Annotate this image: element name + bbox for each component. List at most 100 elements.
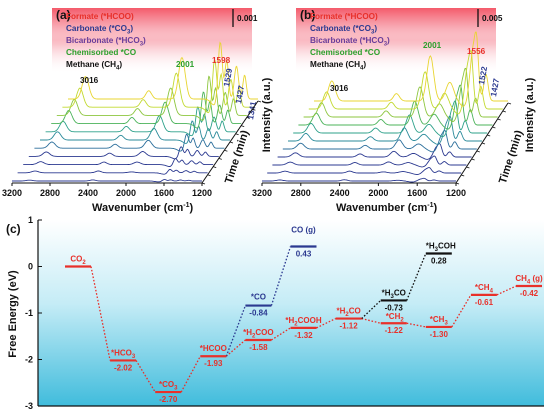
legend-entry: Methane (CH4) (310, 60, 366, 72)
state-label-co_ads: *CO (251, 293, 266, 302)
x-tick-label: 1200 (446, 188, 466, 198)
time-tick-mark (466, 166, 470, 169)
x-tick-label: 3200 (252, 188, 272, 198)
peak-label: 1522 (477, 65, 489, 85)
legend-entry: Carbonate (*CO3) (310, 24, 377, 36)
spectrum-a-3 (23, 158, 214, 167)
x-tick-label: 2000 (116, 188, 136, 198)
spectrum-a-10 (62, 58, 253, 114)
state-ch4: *CH4 -0.61 (470, 283, 497, 307)
spectrum-b-1 (262, 177, 456, 183)
state-hcoo: *HCOO -1.93 (200, 344, 227, 368)
spectrum-a-2 (17, 169, 208, 175)
panel-b: (b) Formate (*HCOO) Carbonate (*CO3)Bicar… (252, 8, 536, 214)
state-value-hcoo: -1.93 (204, 359, 223, 368)
time-tick-mark (507, 102, 512, 105)
spectrum-b-6 (288, 115, 482, 145)
legend-highlight-a (52, 8, 252, 40)
spectrum-b-7 (293, 100, 488, 138)
spectrum-a-9 (56, 75, 247, 121)
panel-label-c: (c) (6, 222, 21, 236)
x-tick-label: 2400 (330, 188, 350, 198)
time-tick-mark (497, 118, 501, 121)
y-axis-label-a: Intensity (a.u.) (261, 77, 273, 152)
time-tick-mark (229, 141, 234, 144)
legend-entry: Formate (*HCOO) (66, 12, 134, 21)
time-tick-mark (257, 100, 262, 103)
spectra-a (12, 41, 258, 183)
y-tick-label: 1 (28, 215, 33, 225)
peak-label: 3016 (330, 84, 349, 93)
spectrum-b-11 (314, 31, 508, 107)
time-tick-mark (481, 142, 486, 145)
state-label-ch2: *CH2 (386, 312, 405, 324)
time-tick-mark (487, 134, 491, 137)
x-axis-b: 3200 2800 2400 2000 1600 1200 (252, 102, 512, 198)
state-h2cooh: *H2COOH -1.32 (285, 316, 321, 340)
state-label-co2: CO2 (70, 255, 86, 267)
time-tick-mark (502, 110, 506, 113)
legend-entry: Chemisorbed *CO (310, 48, 381, 57)
peak-label: 1529 (222, 67, 234, 87)
x-tick-label: 2800 (291, 188, 311, 198)
spectrum-a-8 (51, 91, 242, 129)
spectrum-b-8 (298, 84, 493, 130)
x-axis-label-a: Wavenumber (cm-1) (92, 202, 194, 214)
state-co_g: CO (g) 0.43 (290, 226, 317, 259)
y-ticks-c: 1 0 -1 -2 -3 (25, 215, 42, 411)
state-value-co3: -2.70 (159, 395, 178, 404)
connection-hcoo-h2coo (225, 339, 246, 357)
y-axis-label-c: Free Energy (eV) (7, 270, 19, 358)
scale-bar-b: 0.005 (477, 9, 503, 27)
x-axis-label-b: Wavenumber (cm-1) (336, 202, 438, 214)
connections-c (90, 246, 517, 393)
state-label-co3: *CO3 (159, 380, 178, 392)
spectrum-b-9 (303, 67, 498, 122)
state-value-h3coh: 0.28 (431, 256, 447, 265)
state-label-ch3: *CH3 (430, 315, 449, 327)
state-label-h3co: *H3CO (382, 288, 406, 300)
x-tick-label: 1200 (192, 188, 212, 198)
state-label-h2cooh: *H2COOH (285, 316, 321, 328)
legend-entry: Methane (CH4) (66, 60, 122, 72)
connection-h2cooh-h2co (316, 317, 336, 329)
state-hco3: *HCO3 -2.02 (110, 348, 137, 372)
state-label-ch4g: CH4 (g) (515, 274, 543, 286)
connection-ch4-ch4g (496, 285, 517, 296)
state-h3coh: *H3COH 0.28 (426, 241, 456, 265)
state-value-ch2: -1.22 (385, 326, 404, 335)
time-tick-mark (471, 158, 475, 161)
connection-hcoo-co_ads (225, 305, 247, 357)
legend-highlight-b (296, 8, 496, 40)
spectrum-a-6 (40, 120, 230, 144)
state-value-hco3: -2.02 (114, 363, 133, 372)
x-tick-label: 3200 (2, 188, 22, 198)
y-tick-label: -1 (25, 308, 33, 318)
state-label-co_g: CO (g) (291, 226, 316, 235)
spectrum-a-4 (28, 146, 219, 160)
connection-h2coo-h2cooh (271, 327, 291, 341)
spectrum-a-5 (34, 133, 225, 152)
spectrum-a-7 (45, 106, 236, 137)
panel-label-a: (a) (56, 8, 71, 22)
time-tick-mark (476, 150, 480, 153)
state-value-ch4: -0.61 (475, 298, 494, 307)
spectrum-b-4 (277, 143, 472, 160)
legend-entry: Chemisorbed *CO (66, 48, 137, 57)
y-tick-label: -2 (25, 355, 33, 365)
peak-label: 1556 (467, 47, 486, 56)
x-tick-label: 2400 (78, 188, 98, 198)
legend-entry: Bicarbonate (*HCO3) (66, 36, 146, 48)
state-ch3: *CH3 -1.30 (425, 315, 452, 339)
legend-a: Formate (*HCOO) Carbonate (*CO3)Bicarbona… (66, 12, 146, 72)
state-value-ch3: -1.30 (430, 330, 449, 339)
panel-label-b: (b) (300, 8, 315, 22)
state-label-hco3: *HCO3 (111, 348, 136, 360)
state-ch2: *CH2 -1.22 (380, 312, 407, 335)
panel-c: (c) Free Energy (eV) 1 0 -1 -2 -3 CO2 *HCO3 -2… (6, 215, 544, 411)
x-tick-label: 1600 (154, 188, 174, 198)
state-value-ch4g: -0.42 (520, 289, 539, 298)
state-value-h2co: -1.12 (339, 322, 358, 331)
energy-levels-c: CO2 *HCO3 -2.02 *CO3 -2.70 *HCOO -1.93 *H2COO -1… (65, 226, 543, 404)
